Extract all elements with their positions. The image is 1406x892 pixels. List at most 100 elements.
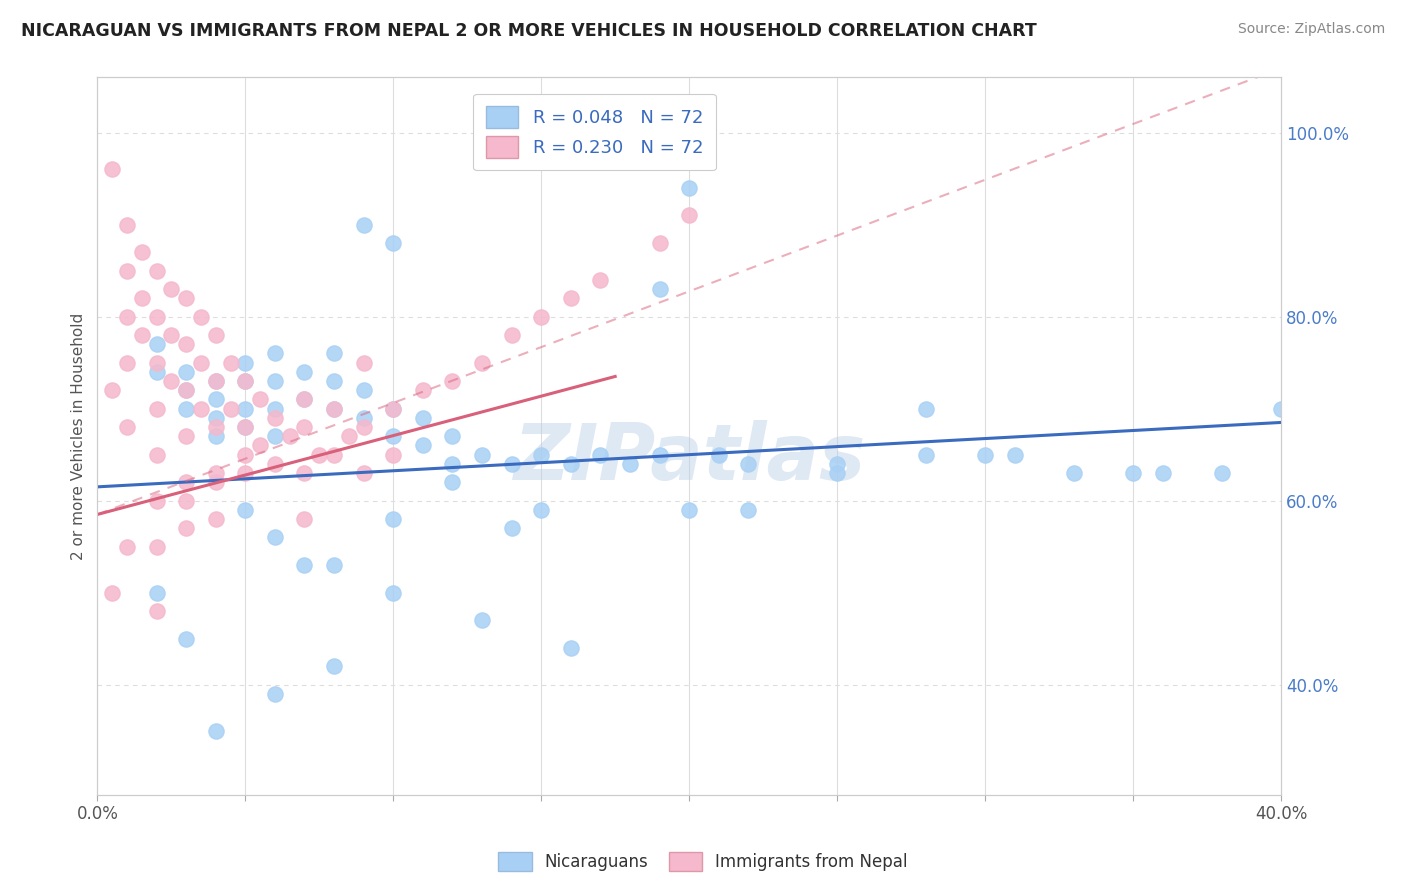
Point [353, 218, 375, 232]
Point [264, 687, 287, 701]
Point [648, 448, 671, 462]
Point [190, 310, 212, 324]
Point [204, 475, 226, 490]
Point [145, 365, 167, 379]
Point [707, 448, 730, 462]
Point [233, 420, 256, 434]
Point [264, 346, 287, 360]
Point [353, 356, 375, 370]
Legend: R = 0.048   N = 72, R = 0.230   N = 72: R = 0.048 N = 72, R = 0.230 N = 72 [472, 94, 716, 170]
Point [145, 356, 167, 370]
Point [678, 181, 700, 195]
Point [678, 209, 700, 223]
Point [204, 328, 226, 343]
Point [589, 448, 612, 462]
Point [115, 356, 138, 370]
Point [233, 401, 256, 416]
Point [264, 401, 287, 416]
Point [323, 448, 346, 462]
Point [323, 401, 346, 416]
Point [115, 218, 138, 232]
Point [249, 438, 271, 452]
Point [278, 429, 301, 443]
Y-axis label: 2 or more Vehicles in Household: 2 or more Vehicles in Household [72, 312, 86, 560]
Point [323, 374, 346, 388]
Point [619, 457, 641, 471]
Point [115, 263, 138, 277]
Point [1270, 401, 1292, 416]
Point [737, 503, 759, 517]
Point [264, 410, 287, 425]
Point [145, 493, 167, 508]
Point [294, 558, 316, 572]
Point [145, 540, 167, 554]
Point [353, 466, 375, 480]
Point [441, 374, 464, 388]
Point [353, 384, 375, 398]
Point [145, 310, 167, 324]
Legend: Nicaraguans, Immigrants from Nepal: Nicaraguans, Immigrants from Nepal [489, 843, 917, 880]
Point [174, 493, 197, 508]
Point [233, 448, 256, 462]
Point [471, 613, 494, 627]
Point [174, 365, 197, 379]
Point [264, 374, 287, 388]
Point [115, 420, 138, 434]
Point [294, 365, 316, 379]
Point [412, 384, 434, 398]
Point [160, 374, 183, 388]
Point [145, 585, 167, 599]
Point [382, 401, 405, 416]
Point [1211, 466, 1233, 480]
Point [382, 448, 405, 462]
Point [233, 466, 256, 480]
Point [560, 640, 582, 655]
Point [233, 374, 256, 388]
Point [160, 328, 183, 343]
Point [323, 401, 346, 416]
Point [204, 374, 226, 388]
Point [825, 466, 848, 480]
Point [190, 356, 212, 370]
Point [308, 448, 330, 462]
Point [204, 392, 226, 407]
Point [382, 401, 405, 416]
Point [131, 328, 153, 343]
Point [382, 512, 405, 526]
Point [131, 245, 153, 260]
Point [219, 356, 242, 370]
Point [501, 328, 523, 343]
Point [174, 291, 197, 305]
Point [190, 401, 212, 416]
Point [915, 401, 938, 416]
Point [204, 410, 226, 425]
Point [530, 503, 553, 517]
Point [174, 384, 197, 398]
Point [174, 475, 197, 490]
Point [204, 420, 226, 434]
Point [648, 282, 671, 296]
Point [101, 162, 124, 177]
Point [174, 521, 197, 535]
Point [530, 310, 553, 324]
Point [174, 384, 197, 398]
Point [249, 392, 271, 407]
Point [174, 632, 197, 646]
Point [471, 448, 494, 462]
Text: ZIPatlas: ZIPatlas [513, 420, 865, 496]
Point [174, 429, 197, 443]
Point [1122, 466, 1144, 480]
Point [441, 457, 464, 471]
Point [160, 282, 183, 296]
Point [294, 512, 316, 526]
Point [294, 420, 316, 434]
Point [233, 503, 256, 517]
Text: NICARAGUAN VS IMMIGRANTS FROM NEPAL 2 OR MORE VEHICLES IN HOUSEHOLD CORRELATION : NICARAGUAN VS IMMIGRANTS FROM NEPAL 2 OR… [21, 22, 1036, 40]
Point [264, 429, 287, 443]
Point [204, 512, 226, 526]
Point [353, 420, 375, 434]
Point [353, 410, 375, 425]
Point [1152, 466, 1174, 480]
Point [825, 457, 848, 471]
Point [145, 604, 167, 618]
